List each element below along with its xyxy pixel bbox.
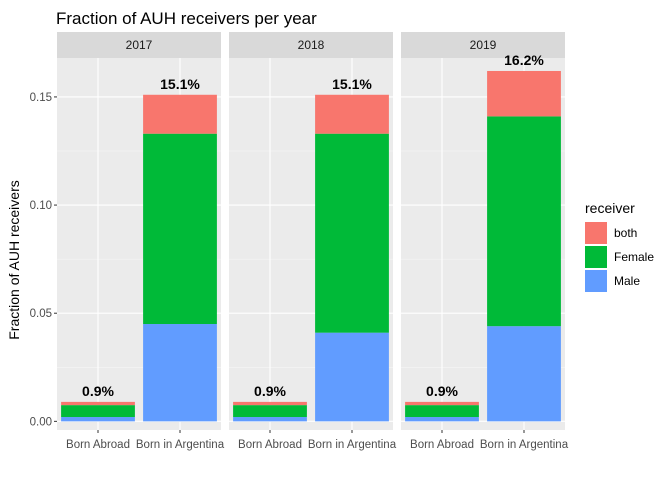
y-tick-label: 0.15: [30, 92, 52, 104]
bar-segment-both: [487, 70, 561, 117]
facet-strip: [229, 32, 393, 58]
x-tick-label: Born in Argentina: [480, 439, 569, 451]
facet-strip-label: 2018: [298, 38, 325, 52]
bar-segment-both: [233, 401, 307, 406]
x-tick-label: Born Abroad: [238, 439, 302, 451]
bar-segment-male: [233, 417, 307, 422]
y-tick-label: 0.10: [30, 200, 52, 212]
facet-panel-2018: 2018 0.9% Born Abroad 15.1% Born in Argentin…: [229, 32, 397, 451]
bar-segment-both: [143, 94, 217, 134]
facet-strip: [57, 32, 221, 58]
chart-title: Fraction of AUH receivers per year: [56, 9, 317, 28]
x-tick-label: Born Abroad: [66, 439, 130, 451]
bar-segment-male: [61, 417, 135, 422]
bar-segment-female: [315, 133, 389, 333]
bar-segment-male: [487, 326, 561, 422]
bar-segment-male: [315, 332, 389, 422]
y-tick-label: 0.00: [30, 416, 52, 428]
bar-segment-female: [487, 116, 561, 327]
facet-strip-label: 2017: [126, 38, 153, 52]
bar-total-label: 15.1%: [160, 76, 200, 92]
x-tick-label: Born in Argentina: [308, 439, 397, 451]
y-axis-title: Fraction of AUH receivers: [6, 180, 22, 340]
legend-key-both: [585, 222, 607, 244]
x-tick-label: Born Abroad: [410, 439, 474, 451]
bar-segment-both: [61, 401, 135, 406]
bar-segment-female: [405, 405, 479, 418]
bar-segment-female: [233, 405, 307, 418]
bar-segment-both: [405, 401, 479, 406]
facet-panels: 0.00 0.05 0.10 0.15 2017 0.9% Born Abroad 15.1%…: [30, 32, 569, 451]
y-tick-label: 0.05: [30, 308, 52, 320]
legend-label-female: Female: [614, 250, 654, 264]
bar-segment-both: [315, 94, 389, 134]
bar-total-label: 15.1%: [332, 76, 372, 92]
legend: receiver both Female Male: [585, 200, 654, 292]
legend-label-male: Male: [614, 274, 640, 288]
bar-segment-male: [143, 324, 217, 422]
bar-total-label: 0.9%: [254, 383, 286, 399]
facet-panel-2017: 2017 0.9% Born Abroad 15.1% Born in Argentin…: [57, 32, 225, 451]
bar-segment-female: [61, 405, 135, 418]
legend-key-female: [585, 246, 607, 268]
bar-segment-male: [405, 417, 479, 422]
facet-strip: [401, 32, 565, 58]
legend-label-both: both: [614, 226, 637, 240]
facet-panel-2019: 2019 0.9% Born Abroad 16.2% Born in Argentin…: [401, 32, 569, 451]
facet-strip-label: 2019: [470, 38, 497, 52]
bar-segment-female: [143, 133, 217, 325]
legend-key-male: [585, 270, 607, 292]
bar-total-label: 0.9%: [426, 383, 458, 399]
bar-total-label: 0.9%: [82, 383, 114, 399]
x-tick-label: Born in Argentina: [136, 439, 225, 451]
legend-title: receiver: [585, 200, 635, 216]
bar-total-label: 16.2%: [504, 52, 544, 68]
